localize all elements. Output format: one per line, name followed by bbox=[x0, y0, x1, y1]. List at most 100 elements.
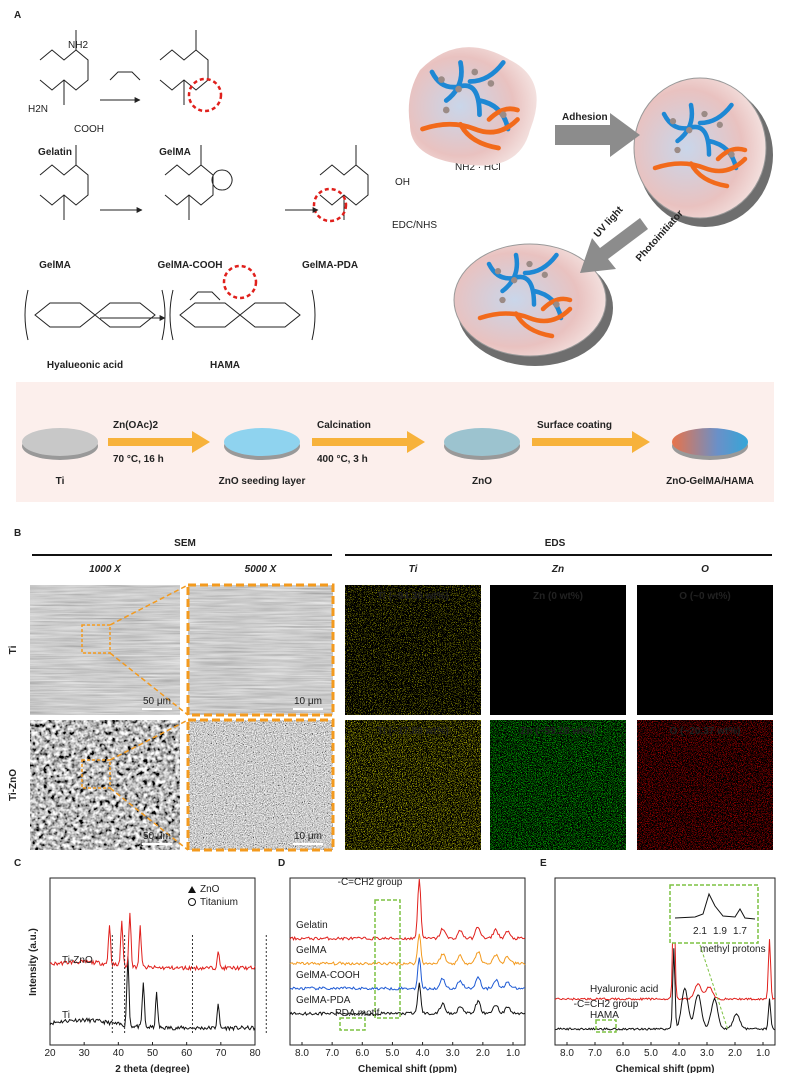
trace-label: Ti bbox=[62, 1010, 70, 1021]
label: 70 °C, 16 h bbox=[113, 454, 164, 465]
annotation: methyl protons bbox=[700, 944, 766, 955]
dot bbox=[442, 106, 450, 114]
zoom-box bbox=[81, 759, 111, 789]
eds-label: Zn (0 wt%) bbox=[533, 591, 583, 602]
zoom-box bbox=[81, 624, 111, 654]
label: O bbox=[701, 564, 709, 575]
dot bbox=[511, 277, 518, 284]
dot bbox=[499, 111, 507, 119]
x-axis-label: Chemical shift (ppm) bbox=[358, 1064, 457, 1073]
trace-label: Gelatin bbox=[296, 920, 328, 931]
disc bbox=[633, 77, 767, 219]
zoom-frame bbox=[186, 583, 335, 717]
label: COOH bbox=[74, 124, 104, 135]
dot bbox=[438, 76, 445, 83]
x-tick-label: 80 bbox=[249, 1048, 261, 1059]
strand bbox=[486, 252, 564, 321]
x-tick-label: 6.0 bbox=[355, 1048, 369, 1059]
disc bbox=[444, 428, 520, 456]
plot-frame bbox=[554, 877, 776, 1046]
x-tick-label: 7.0 bbox=[588, 1048, 602, 1059]
dot bbox=[499, 296, 506, 304]
label: Adhesion bbox=[562, 112, 608, 123]
spectrum bbox=[289, 957, 526, 991]
trace-label: Ti-ZnO bbox=[62, 955, 93, 966]
label: Zn bbox=[551, 564, 564, 575]
x-tick-label: 5.0 bbox=[644, 1048, 658, 1059]
ring bbox=[34, 302, 156, 328]
legend-label: ZnO bbox=[200, 884, 220, 895]
network bbox=[477, 252, 573, 339]
annotation-box bbox=[339, 1017, 366, 1031]
sem-high bbox=[188, 585, 333, 715]
eds-map bbox=[490, 720, 626, 850]
plot-frame bbox=[289, 877, 526, 1046]
x-axis-label: 2 theta (degree) bbox=[115, 1064, 189, 1073]
eds-bg bbox=[490, 585, 626, 715]
step-label: ZnO-GelMA/HAMA bbox=[666, 476, 754, 487]
label: NH2 · HCl bbox=[455, 162, 501, 173]
dot bbox=[674, 146, 681, 154]
x-tick-label: 60 bbox=[181, 1048, 193, 1059]
spectrum bbox=[49, 956, 256, 1032]
label: NH2 bbox=[68, 40, 88, 51]
x-tick-label: 4.0 bbox=[672, 1048, 686, 1059]
compound-name: GelMA bbox=[159, 147, 191, 158]
legend-label: Titanium bbox=[200, 897, 238, 908]
gel-blob bbox=[408, 47, 537, 166]
trace-label: HAMA bbox=[590, 1010, 619, 1021]
eds-label: Ti (~94.36 wt%) bbox=[377, 591, 449, 602]
label: OH bbox=[395, 177, 410, 188]
y-axis-label: Intensity (a.u.) bbox=[28, 928, 39, 996]
eds-map bbox=[345, 585, 481, 715]
network bbox=[420, 60, 520, 151]
compound-name: Hyalueonic acid bbox=[47, 360, 123, 371]
strand bbox=[420, 106, 520, 151]
x-tick-label: 20 bbox=[44, 1048, 56, 1059]
compound-name: HAMA bbox=[210, 360, 240, 371]
panel-label: C bbox=[14, 858, 21, 869]
spectrum bbox=[289, 982, 526, 1017]
network bbox=[652, 102, 748, 189]
sem-low bbox=[30, 585, 180, 715]
dot bbox=[526, 260, 533, 268]
eds-map bbox=[345, 720, 481, 850]
label: Calcination bbox=[317, 420, 371, 431]
eds-bg bbox=[637, 585, 773, 715]
step-label: ZnO bbox=[472, 476, 492, 487]
highlight bbox=[312, 187, 348, 223]
legend-mark bbox=[188, 898, 196, 906]
highlight bbox=[222, 264, 258, 300]
x-tick-label: 70 bbox=[215, 1048, 227, 1059]
sem-high bbox=[188, 720, 333, 850]
zoom-line bbox=[109, 584, 189, 626]
big-arrow bbox=[580, 218, 648, 273]
x-tick-label: 2.0 bbox=[476, 1048, 490, 1059]
inset-trace bbox=[674, 892, 756, 920]
dot bbox=[541, 271, 548, 278]
label: Surface coating bbox=[537, 420, 612, 431]
label: EDS bbox=[545, 538, 566, 549]
x-tick-label: 2.0 bbox=[728, 1048, 742, 1059]
x-tick-label: 5.0 bbox=[385, 1048, 399, 1059]
trace-label: Hyaluronic acid bbox=[590, 984, 658, 995]
scale-label: 10 μm bbox=[294, 831, 322, 842]
strand bbox=[652, 146, 748, 189]
disc bbox=[22, 428, 98, 456]
dot bbox=[669, 118, 677, 125]
trace-label: GelMA bbox=[296, 945, 327, 956]
compound-name: Gelatin bbox=[38, 147, 72, 158]
sem-low bbox=[30, 720, 180, 850]
dot bbox=[701, 110, 708, 118]
pointer bbox=[699, 944, 729, 1031]
process-arrow bbox=[108, 431, 210, 453]
panel-label: B bbox=[14, 528, 21, 539]
x-tick-label: 8.0 bbox=[560, 1048, 574, 1059]
x-tick-label: 3.0 bbox=[446, 1048, 460, 1059]
disc bbox=[672, 428, 748, 456]
inset-tick: 2.1 bbox=[693, 926, 707, 937]
eds-map bbox=[637, 720, 773, 850]
step-label: Ti bbox=[56, 476, 65, 487]
zoom-line bbox=[109, 652, 189, 716]
